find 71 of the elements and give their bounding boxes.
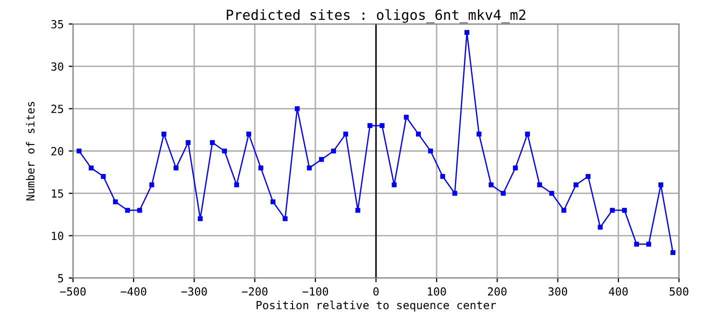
point (112, 199, 118, 204)
point (561, 208, 566, 213)
point (125, 208, 130, 213)
y-tick-label: 25 (51, 104, 64, 114)
x-tick-label: 500 (670, 287, 688, 296)
point (452, 190, 458, 196)
point (392, 182, 397, 188)
point (634, 242, 640, 247)
x-tick-label: −200 (242, 287, 268, 296)
point (174, 166, 178, 170)
point (331, 148, 336, 154)
point (476, 132, 482, 136)
x-tick-label: 200 (488, 287, 507, 296)
point (646, 242, 652, 247)
x-tick-label: 300 (548, 287, 568, 296)
point (137, 208, 142, 213)
point (343, 132, 348, 136)
y-axis-title: Number of sites (26, 102, 35, 200)
y-tick-label: 15 (52, 189, 64, 198)
point (574, 182, 578, 188)
point (464, 30, 470, 35)
x-tick-label: 0 (373, 287, 379, 296)
x-tick-label: 100 (428, 287, 446, 296)
point (149, 182, 154, 188)
point (306, 166, 312, 170)
x-axis-title: Position relative to sequence center (256, 300, 496, 312)
point (234, 182, 240, 188)
point (549, 190, 554, 196)
y-tick-label: 10 (52, 232, 64, 240)
point (598, 224, 603, 230)
point (294, 106, 300, 112)
x-tick-label: −300 (181, 287, 207, 296)
point (622, 208, 627, 213)
point (670, 250, 676, 256)
point (186, 140, 191, 145)
x-tick-label: −100 (302, 287, 328, 296)
chart-title: Predicted sites : oligos_6nt_mkv4_m2 (226, 9, 526, 24)
point (319, 157, 324, 162)
point (380, 123, 384, 128)
point (210, 140, 215, 145)
point (512, 166, 518, 170)
point (88, 166, 94, 170)
x-tick-label: −400 (120, 287, 146, 296)
point (246, 132, 252, 136)
point (440, 174, 446, 179)
point (76, 148, 82, 154)
x-tick-label: 400 (608, 287, 628, 296)
point (100, 174, 106, 179)
y-tick-label: 35 (51, 20, 64, 28)
point (270, 199, 276, 204)
point (428, 148, 433, 154)
y-tick-label: 30 (51, 62, 64, 71)
point (610, 208, 615, 213)
point (537, 182, 542, 188)
point (525, 132, 530, 136)
y-tick-label: 20 (51, 147, 64, 156)
point (282, 216, 288, 222)
point (416, 132, 421, 136)
point (368, 123, 372, 128)
y-tick-label: 5 (58, 274, 64, 282)
point (586, 174, 591, 179)
point (258, 166, 264, 170)
point (658, 182, 664, 188)
x-tick-label: −500 (60, 287, 86, 296)
point (355, 208, 360, 213)
point (500, 190, 506, 196)
point (404, 114, 409, 120)
point (161, 132, 166, 136)
point (488, 182, 494, 188)
point (198, 216, 203, 222)
point (222, 148, 227, 154)
